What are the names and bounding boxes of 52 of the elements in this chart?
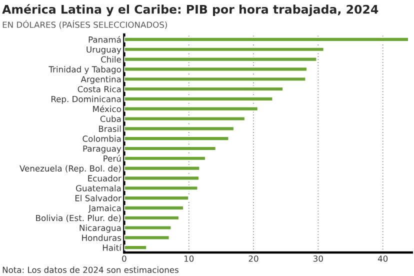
y-tick-label: Panamá bbox=[88, 36, 121, 43]
y-tick-label: Uruguay bbox=[86, 46, 122, 54]
y-tick-label: México bbox=[93, 105, 121, 112]
bar bbox=[124, 146, 217, 152]
bar bbox=[124, 136, 230, 142]
bar bbox=[124, 155, 206, 162]
y-tick-label: Jamaica bbox=[88, 204, 121, 213]
bar bbox=[124, 224, 172, 231]
bar bbox=[124, 116, 246, 122]
bar bbox=[124, 66, 308, 72]
y-tick-label: Rep. Dominicana bbox=[51, 96, 121, 104]
bar bbox=[124, 96, 274, 102]
y-tick-label: Nicaragua bbox=[80, 224, 121, 233]
bar bbox=[124, 175, 200, 182]
bar bbox=[124, 56, 318, 62]
bar bbox=[124, 36, 410, 42]
chart-subtitle: EN DÓLARES (PAÍSES SELECCIONADOS) bbox=[2, 20, 167, 29]
bar bbox=[124, 185, 199, 192]
bar bbox=[124, 76, 307, 82]
y-tick-label: Bolivia (Est. Plur. de) bbox=[36, 214, 121, 222]
chart-title: América Latina y el Caribe: PIB por hora trabajada, 2024 bbox=[2, 4, 378, 16]
bar bbox=[124, 244, 148, 251]
y-tick-label: Trinidad y Tabago bbox=[48, 66, 121, 74]
y-tick-label: Chile bbox=[101, 56, 121, 63]
y-tick-label: Perú bbox=[104, 154, 121, 162]
text: Nota: Los datos de 2024 son estimaciones bbox=[2, 266, 178, 274]
y-tick-label: Venezuela (Rep. Bol. de) bbox=[20, 165, 121, 174]
y-tick-label: Honduras bbox=[82, 234, 122, 241]
y-tick-label: Argentina bbox=[80, 76, 121, 84]
bar bbox=[124, 165, 201, 172]
y-tick-label: Cuba bbox=[100, 116, 121, 122]
y-tick-label: Ecuador bbox=[88, 175, 122, 182]
bar bbox=[124, 214, 180, 221]
x-tick-label: 0 bbox=[122, 255, 126, 262]
y-tick-label: Colombia bbox=[82, 135, 121, 142]
y-tick-label: Brasil bbox=[99, 125, 121, 132]
bar bbox=[124, 106, 259, 112]
bar bbox=[124, 126, 235, 132]
bar bbox=[124, 195, 190, 201]
x-tick-label: 20 bbox=[248, 255, 258, 262]
bar bbox=[124, 234, 170, 241]
y-tick-label: Costa Rica bbox=[78, 86, 121, 92]
y-tick-label: Haití bbox=[102, 244, 122, 251]
x-tick-label: 40 bbox=[378, 255, 388, 262]
y-tick-label: El Salvador bbox=[75, 194, 122, 202]
x-tick-label: 10 bbox=[184, 255, 194, 262]
bar bbox=[124, 205, 184, 211]
bar bbox=[124, 46, 325, 52]
x-tick-label: 30 bbox=[314, 255, 323, 262]
bar bbox=[124, 86, 284, 92]
y-tick-label: Guatemala bbox=[76, 184, 121, 192]
y-tick-label: Paraguay bbox=[83, 146, 122, 154]
